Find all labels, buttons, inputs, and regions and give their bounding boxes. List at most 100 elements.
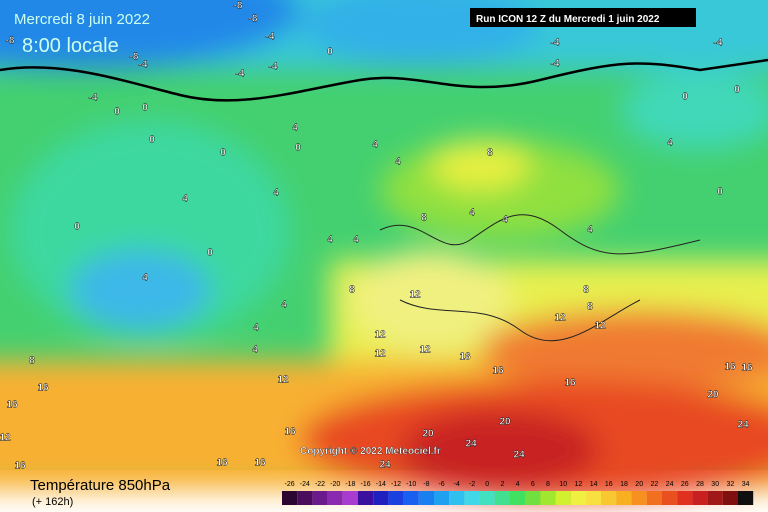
contour-label: 4 [353, 235, 359, 246]
scale-swatch [434, 491, 450, 505]
contour-label: -4 [236, 69, 245, 80]
scale-label: -6 [438, 481, 444, 488]
contour-label: -4 [714, 38, 723, 49]
contour-label: 8 [487, 148, 493, 159]
contour-label: -4 [139, 60, 148, 71]
scale-label: -14 [376, 481, 386, 488]
scale-swatch [418, 491, 434, 505]
contour-label: 0 [220, 148, 226, 159]
contour-label: 20 [707, 390, 719, 401]
scale-label: 10 [559, 481, 567, 488]
contour-label: 4 [372, 140, 378, 151]
contour-label: 0 [149, 135, 155, 146]
scale-label: -20 [330, 481, 340, 488]
scale-label: 22 [651, 481, 659, 488]
contour-label: -8 [130, 52, 139, 63]
scale-swatch [494, 491, 510, 505]
scale-label: -8 [423, 481, 429, 488]
contour-label: 0 [734, 85, 740, 96]
scale-label: 0 [485, 481, 489, 488]
scale-label: 18 [620, 481, 628, 488]
scale-swatch [327, 491, 343, 505]
contour-label: 4 [253, 323, 259, 334]
contour-label: 16 [216, 458, 228, 469]
contour-label: 24 [465, 439, 477, 450]
scale-label: 6 [531, 481, 535, 488]
scale-swatch [570, 491, 586, 505]
scale-label: -26 [285, 481, 295, 488]
scale-swatch [707, 491, 723, 505]
contour-label: 0 [682, 92, 688, 103]
date: Mercredi 8 juin 2022 [14, 11, 150, 28]
contour-label: 4 [502, 215, 508, 226]
scale-swatch [646, 491, 662, 505]
scale-label: 16 [605, 481, 613, 488]
contour-label: 12 [594, 321, 606, 332]
scale-label: 2 [500, 481, 504, 488]
scale-swatch [631, 491, 647, 505]
contour-label: -4 [551, 59, 560, 70]
scale-swatch [388, 491, 404, 505]
scale-label: -18 [345, 481, 355, 488]
contour-label: 16 [564, 378, 576, 389]
scale-swatch [525, 491, 541, 505]
contour-label: 20 [422, 429, 434, 440]
contour-label: 0 [717, 187, 723, 198]
contour-label: 4 [142, 273, 148, 284]
scale-label: -2 [469, 481, 475, 488]
contour-label: 20 [499, 417, 511, 428]
scale-swatch [662, 491, 678, 505]
contour-label: 4 [667, 138, 673, 149]
time: 8:00 locale [22, 35, 119, 57]
scale-label: -4 [454, 481, 460, 488]
scale-label: 8 [546, 481, 550, 488]
contour-label: 16 [14, 461, 26, 472]
contour-label: 12 [277, 375, 289, 386]
contour-label: -4 [89, 93, 98, 104]
contour-label: 8 [587, 302, 593, 313]
contour-label: 4 [252, 345, 258, 356]
contour-label: 4 [182, 194, 188, 205]
contour-label: 4 [327, 235, 333, 246]
scale-swatch [342, 491, 358, 505]
coastline [0, 58, 768, 102]
contour-label: 16 [459, 352, 471, 363]
contour-label: 24 [737, 420, 749, 431]
scale-label: 4 [516, 481, 520, 488]
scale-swatch [464, 491, 480, 505]
contour-label: 0 [207, 248, 213, 259]
scale-swatch [555, 491, 571, 505]
contour-label: 16 [741, 363, 753, 374]
contour-label: -4 [269, 62, 278, 73]
contour-label: -4 [551, 38, 560, 49]
contour-label: 8 [349, 285, 355, 296]
contour-label: 12 [374, 330, 386, 341]
scale-label: -22 [315, 481, 325, 488]
scale-label: 14 [590, 481, 598, 488]
scale-swatch [722, 491, 738, 505]
contour-label: 4 [469, 208, 475, 219]
scale-label: 20 [635, 481, 643, 488]
contour-label: 12 [554, 313, 566, 324]
scale-label: 12 [575, 481, 583, 488]
scale-label: 30 [711, 481, 719, 488]
contour-label: 12 [409, 290, 421, 301]
lead-time: (+ 162h) [32, 496, 73, 508]
run-info: Run ICON 12 Z du Mercredi 1 juin 2022 [476, 14, 660, 25]
contour-label: 12 [419, 345, 431, 356]
scale-swatch [677, 491, 693, 505]
scale-swatch [312, 491, 328, 505]
scale-label: -16 [361, 481, 371, 488]
contour-label: -8 [6, 36, 15, 47]
contour-label: 4 [281, 300, 287, 311]
scale-swatch [403, 491, 419, 505]
scale-label: 26 [681, 481, 689, 488]
run-box [470, 8, 696, 27]
contour-label: 0 [74, 222, 80, 233]
scale-swatch [358, 491, 374, 505]
contour-label: 4 [292, 123, 298, 134]
scale-swatch [510, 491, 526, 505]
scale-swatch [616, 491, 632, 505]
scale-swatch [586, 491, 602, 505]
contour-label: 8 [421, 213, 427, 224]
